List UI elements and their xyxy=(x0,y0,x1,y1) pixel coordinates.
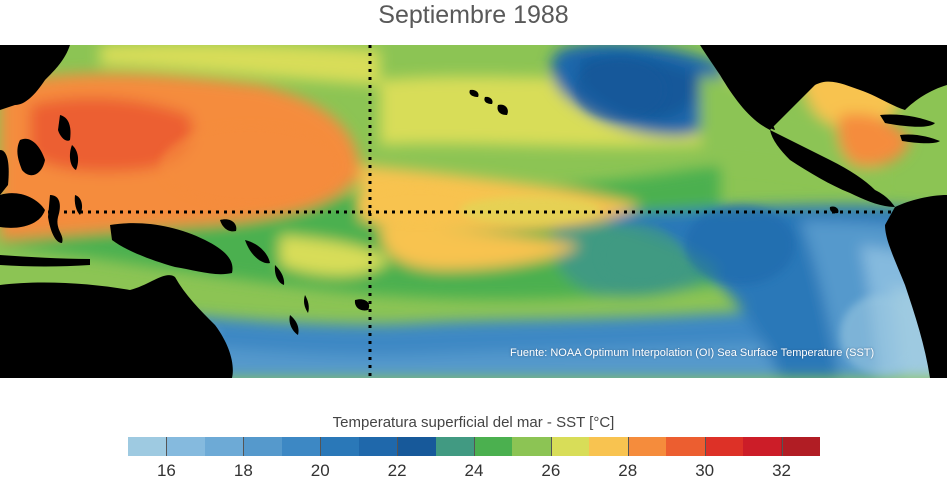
colorbar-tick xyxy=(781,437,783,456)
colorbar-tick xyxy=(704,437,706,456)
colorbar xyxy=(128,437,820,456)
colorbar-tick-label: 20 xyxy=(310,461,330,480)
colorbar-swatch xyxy=(166,437,205,456)
colorbar-tick-label: 18 xyxy=(233,461,253,480)
colorbar-swatch xyxy=(243,437,282,456)
colorbar-tick-label: 32 xyxy=(772,461,791,480)
colorbar-tick xyxy=(550,437,552,456)
colorbar-tick-label: 16 xyxy=(156,461,176,480)
colorbar-swatch xyxy=(281,437,321,456)
colorbar-swatch xyxy=(627,437,667,456)
colorbar-swatch xyxy=(397,437,436,456)
source-note: Fuente: NOAA Optimum Interpolation (OI) … xyxy=(510,347,875,359)
map-title: Septiembre 1988 xyxy=(378,1,569,29)
colorbar-swatch xyxy=(435,437,474,456)
colorbar-swatch xyxy=(473,437,513,456)
colorbar-tick xyxy=(166,437,168,456)
colorbar-swatch xyxy=(204,437,244,456)
colorbar-tick-label: 22 xyxy=(387,461,407,480)
sst-map-canvas xyxy=(0,45,947,378)
colorbar-swatch xyxy=(550,437,590,456)
colorbar-swatch xyxy=(320,437,359,456)
legend-title: Temperatura superficial del mar - SST [°… xyxy=(332,414,615,431)
sst-map xyxy=(0,45,947,378)
colorbar-swatch xyxy=(704,437,743,456)
colorbar-tick xyxy=(320,437,322,456)
colorbar-tick xyxy=(397,437,399,456)
colorbar-tick xyxy=(627,437,629,456)
colorbar-tick-label: 30 xyxy=(695,461,715,480)
graticule xyxy=(0,45,947,378)
colorbar-swatch xyxy=(666,437,705,456)
colorbar-swatch xyxy=(589,437,628,456)
colorbar-tick-label: 28 xyxy=(618,461,638,480)
colorbar-swatch xyxy=(743,437,782,456)
colorbar-tick xyxy=(243,437,245,456)
colorbar-swatch xyxy=(128,437,167,456)
colorbar-tick-label: 24 xyxy=(464,461,484,480)
colorbar-tick xyxy=(474,437,475,456)
colorbar-tick-label: 26 xyxy=(541,461,561,480)
colorbar-swatch xyxy=(358,437,398,456)
colorbar-swatch xyxy=(781,437,820,456)
colorbar-swatch xyxy=(512,437,551,456)
land xyxy=(0,45,947,378)
